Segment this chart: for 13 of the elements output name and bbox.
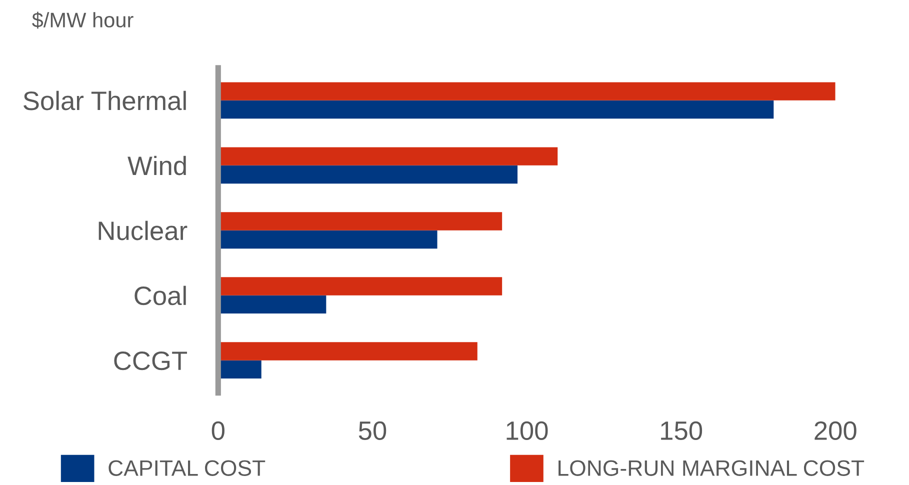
x-tick-label: 200	[814, 421, 856, 440]
x-tick-label: 0	[212, 421, 224, 440]
x-tick-label: 100	[506, 421, 548, 440]
legend-label: LONG-RUN MARGINAL COST	[558, 460, 864, 476]
y-tick-label: Wind	[128, 156, 186, 176]
y-tick-label: Nuclear	[98, 220, 188, 240]
y-tick-label: Coal	[134, 286, 186, 306]
y-tick-label: CCGT	[114, 351, 187, 370]
x-axis-title: $/MW hour	[32, 12, 134, 29]
x-tick-label: 50	[358, 421, 386, 440]
x-tick-label: 150	[661, 421, 702, 440]
y-tick-label: Solar Thermal	[24, 90, 186, 110]
legend-label: CAPITAL COST	[108, 460, 266, 476]
